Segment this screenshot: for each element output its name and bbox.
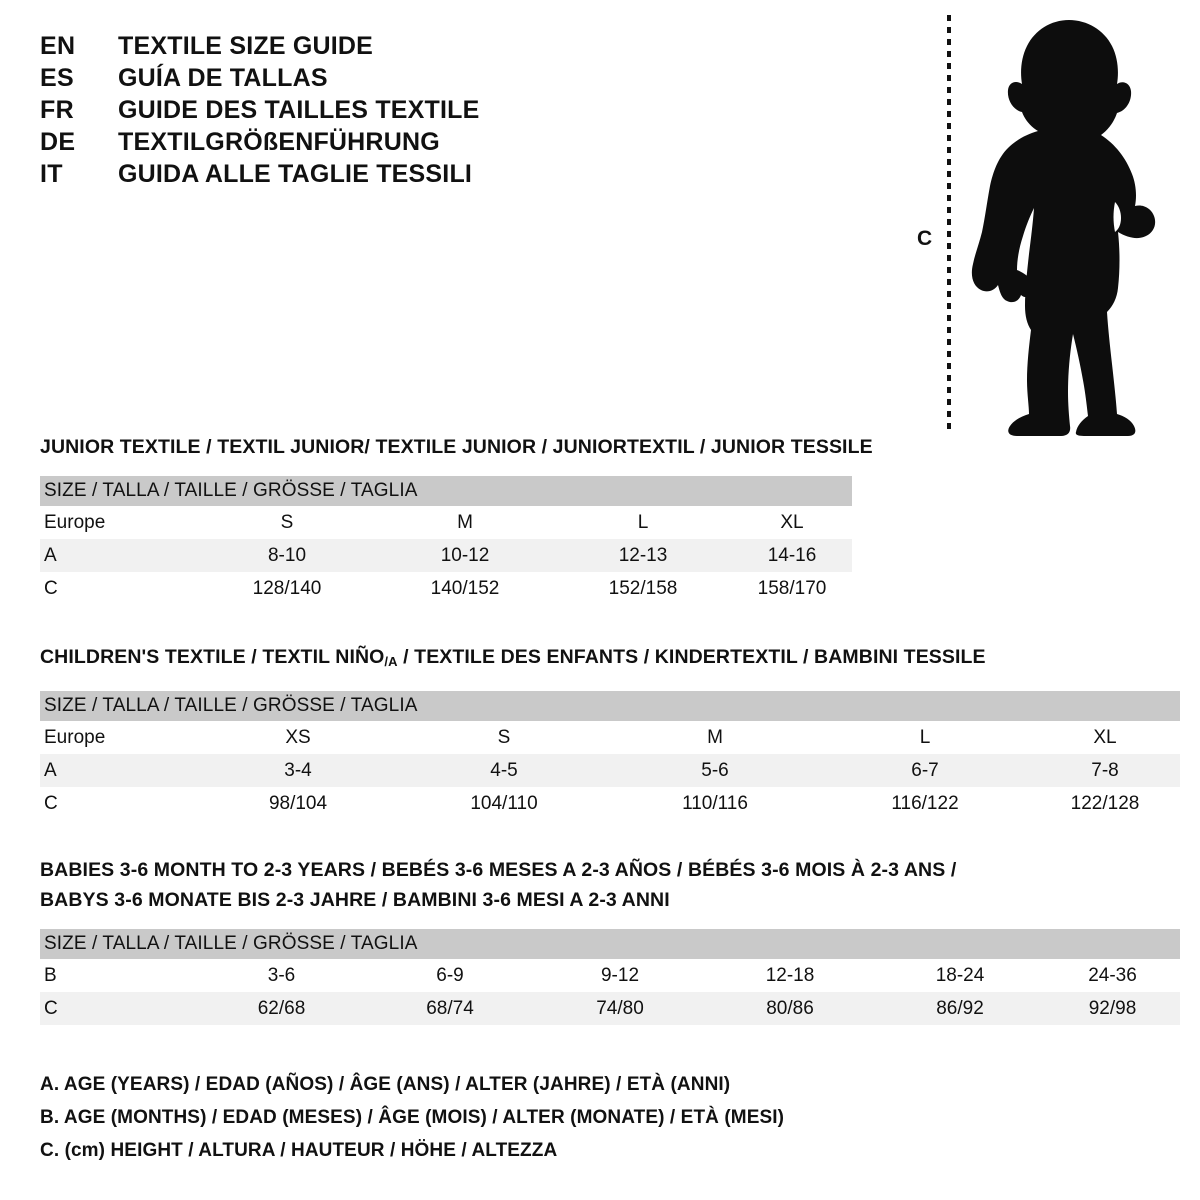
language-title-fr: GUIDE DES TAILLES TEXTILE <box>118 96 480 124</box>
row-label: A <box>40 754 198 787</box>
cell-value: 110/116 <box>610 787 820 820</box>
cell-value: 8-10 <box>198 539 376 572</box>
table-row: A 3-4 4-5 5-6 6-7 7-8 <box>40 754 1180 787</box>
table-row: B 3-6 6-9 9-12 12-18 18-24 24-36 <box>40 959 1180 992</box>
language-code-en: EN <box>40 32 76 60</box>
language-code-es: ES <box>40 64 74 92</box>
table-row: Europe XS S M L XL <box>40 721 1180 754</box>
cell-value: 3-4 <box>198 754 398 787</box>
cell-value: 152/158 <box>554 572 732 605</box>
children-size-table: SIZE / TALLA / TAILLE / GRÖSSE / TAGLIA … <box>40 691 1180 820</box>
cell-value: 104/110 <box>398 787 610 820</box>
cell-value: 12-18 <box>705 959 875 992</box>
children-band-label: SIZE / TALLA / TAILLE / GRÖSSE / TAGLIA <box>40 691 1180 721</box>
table-row: C 128/140 140/152 152/158 158/170 <box>40 572 852 605</box>
toddler-silhouette-icon <box>971 20 1156 436</box>
cell-value: 24-36 <box>1045 959 1180 992</box>
language-title-it: GUIDA ALLE TAGLIE TESSILI <box>118 160 473 188</box>
table-band-row: SIZE / TALLA / TAILLE / GRÖSSE / TAGLIA <box>40 929 1180 959</box>
section-babies-textile: BABIES 3-6 MONTH TO 2-3 YEARS / BEBÉS 3-… <box>40 855 1180 1025</box>
cell-value: 18-24 <box>875 959 1045 992</box>
language-code-de: DE <box>40 128 76 156</box>
language-title-en: TEXTILE SIZE GUIDE <box>118 32 374 60</box>
cell-value: 122/128 <box>1030 787 1180 820</box>
table-row: Europe S M L XL <box>40 506 852 539</box>
junior-size-table: SIZE / TALLA / TAILLE / GRÖSSE / TAGLIA … <box>40 476 852 605</box>
table-row: A 8-10 10-12 12-13 14-16 <box>40 539 852 572</box>
cell-value: L <box>554 506 732 539</box>
babies-size-table: SIZE / TALLA / TAILLE / GRÖSSE / TAGLIA … <box>40 929 1180 1025</box>
legend-line-c: C. (cm) HEIGHT / ALTURA / HAUTEUR / HÖHE… <box>40 1140 558 1161</box>
language-row-fr: FR GUIDE DES TAILLES TEXTILE <box>40 96 640 128</box>
cell-value: M <box>376 506 554 539</box>
cell-value: 140/152 <box>376 572 554 605</box>
cell-value: 6-7 <box>820 754 1030 787</box>
cell-value: 9-12 <box>535 959 705 992</box>
legend-line-a: A. AGE (YEARS) / EDAD (AÑOS) / ÂGE (ANS)… <box>40 1074 731 1095</box>
cell-value: 158/170 <box>732 572 852 605</box>
section-title-children-sub: /A <box>384 654 398 669</box>
language-code-it: IT <box>40 160 63 188</box>
section-title-children: CHILDREN'S TEXTILE / TEXTIL NIÑO/A / TEX… <box>40 642 1180 677</box>
cell-value: 6-9 <box>365 959 535 992</box>
cell-value: XL <box>732 506 852 539</box>
section-title-babies-line1: BABIES 3-6 MONTH TO 2-3 YEARS / BEBÉS 3-… <box>40 859 957 881</box>
language-code-fr: FR <box>40 96 74 124</box>
height-dashed-line <box>947 15 951 433</box>
section-childrens-textile: CHILDREN'S TEXTILE / TEXTIL NIÑO/A / TEX… <box>40 642 1180 820</box>
cell-value: 5-6 <box>610 754 820 787</box>
cell-value: 4-5 <box>398 754 610 787</box>
cell-value: S <box>198 506 376 539</box>
language-row-de: DE TEXTILGRÖßENFÜHRUNG <box>40 128 640 160</box>
cell-value: 14-16 <box>732 539 852 572</box>
cell-value: XL <box>1030 721 1180 754</box>
section-title-babies-line2: BABYS 3-6 MONATE BIS 2-3 JAHRE / BAMBINI… <box>40 889 670 911</box>
language-title-es: GUÍA DE TALLAS <box>118 64 328 92</box>
section-title-children-pre: CHILDREN'S TEXTILE / TEXTIL NIÑO <box>40 646 385 668</box>
cell-value: XS <box>198 721 398 754</box>
legend-line-b: B. AGE (MONTHS) / EDAD (MESES) / ÂGE (MO… <box>40 1107 785 1128</box>
cell-value: 98/104 <box>198 787 398 820</box>
section-title-junior: JUNIOR TEXTILE / TEXTIL JUNIOR/ TEXTILE … <box>40 436 873 458</box>
language-header-block: EN TEXTILE SIZE GUIDE ES GUÍA DE TALLAS … <box>40 32 640 192</box>
row-label: C <box>40 787 198 820</box>
row-label: C <box>40 992 198 1025</box>
cell-value: 7-8 <box>1030 754 1180 787</box>
cell-value: M <box>610 721 820 754</box>
language-row-it: IT GUIDA ALLE TAGLIE TESSILI <box>40 160 640 192</box>
table-band-row: SIZE / TALLA / TAILLE / GRÖSSE / TAGLIA <box>40 691 1180 721</box>
table-row: C 98/104 104/110 110/116 116/122 122/128 <box>40 787 1180 820</box>
cell-value: 10-12 <box>376 539 554 572</box>
cell-value: 116/122 <box>820 787 1030 820</box>
cell-value: 12-13 <box>554 539 732 572</box>
cell-value: L <box>820 721 1030 754</box>
legend-block: A. AGE (YEARS) / EDAD (AÑOS) / ÂGE (ANS)… <box>40 1068 940 1167</box>
row-label: B <box>40 959 198 992</box>
section-junior-textile: JUNIOR TEXTILE / TEXTIL JUNIOR/ TEXTILE … <box>40 432 873 605</box>
language-title-de: TEXTILGRÖßENFÜHRUNG <box>118 128 440 156</box>
row-label: Europe <box>40 721 198 754</box>
cell-value: 80/86 <box>705 992 875 1025</box>
height-illustration: C <box>895 8 1185 440</box>
cell-value: 68/74 <box>365 992 535 1025</box>
row-label: Europe <box>40 506 198 539</box>
cell-value: 128/140 <box>198 572 376 605</box>
table-band-row: SIZE / TALLA / TAILLE / GRÖSSE / TAGLIA <box>40 476 852 506</box>
cell-value: 92/98 <box>1045 992 1180 1025</box>
cell-value: S <box>398 721 610 754</box>
cell-value: 3-6 <box>198 959 365 992</box>
section-title-children-post: / TEXTILE DES ENFANTS / KINDERTEXTIL / B… <box>397 646 986 668</box>
row-label: A <box>40 539 198 572</box>
language-row-es: ES GUÍA DE TALLAS <box>40 64 640 96</box>
row-label: C <box>40 572 198 605</box>
babies-band-label: SIZE / TALLA / TAILLE / GRÖSSE / TAGLIA <box>40 929 1180 959</box>
table-row: C 62/68 68/74 74/80 80/86 86/92 92/98 <box>40 992 1180 1025</box>
cell-value: 74/80 <box>535 992 705 1025</box>
junior-band-label: SIZE / TALLA / TAILLE / GRÖSSE / TAGLIA <box>40 476 852 506</box>
language-row-en: EN TEXTILE SIZE GUIDE <box>40 32 640 64</box>
cell-value: 62/68 <box>198 992 365 1025</box>
height-marker-label: C <box>917 227 933 250</box>
cell-value: 86/92 <box>875 992 1045 1025</box>
